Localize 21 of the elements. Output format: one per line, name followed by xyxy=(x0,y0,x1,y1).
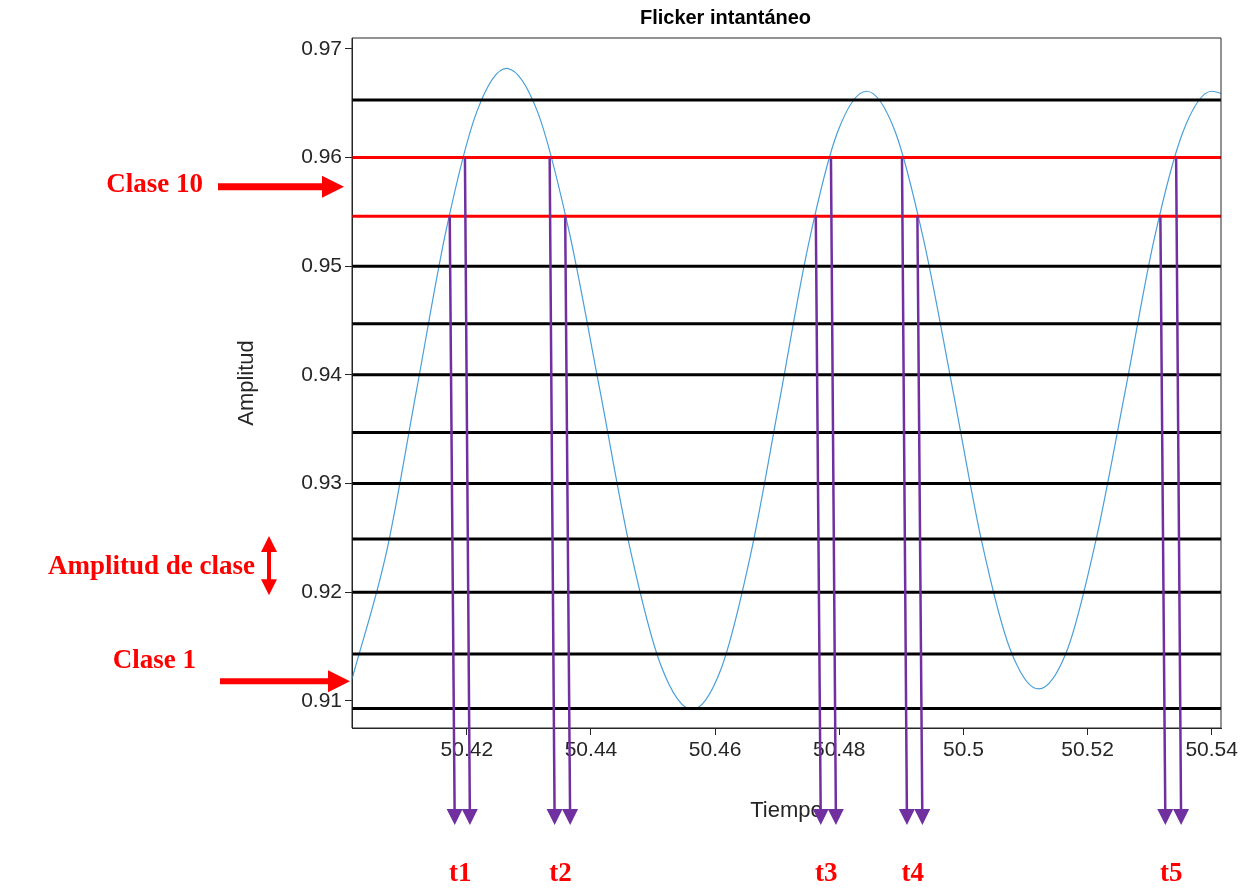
text: Clase 10 xyxy=(106,168,203,199)
y-tick-label: 0.91 xyxy=(301,687,342,711)
x-tick-label: 50.46 xyxy=(688,737,742,761)
y-tick-label: 0.95 xyxy=(301,252,342,276)
y-axis-title: Amplitud xyxy=(233,340,259,426)
text: t2 xyxy=(549,856,572,887)
text: Clase 1 xyxy=(112,643,196,674)
y-tick-label: 0.96 xyxy=(301,144,342,168)
x-tick-label: 50.5 xyxy=(942,737,984,761)
text: t5 xyxy=(1160,856,1183,887)
text: t1 xyxy=(449,856,472,887)
x-tick-label: 50.52 xyxy=(1061,737,1114,761)
x-tick-label: 50.54 xyxy=(1185,737,1239,761)
y-tick-label: 0.93 xyxy=(301,470,342,494)
chart-title: Flicker intantáneo xyxy=(639,5,812,28)
y-tick-label: 0.94 xyxy=(301,361,343,385)
y-tick-label: 0.92 xyxy=(301,578,342,602)
text: Amplitud de clase xyxy=(47,550,255,581)
text: t3 xyxy=(815,856,838,887)
y-tick-label: 0.97 xyxy=(301,35,342,59)
text: t4 xyxy=(901,856,924,887)
